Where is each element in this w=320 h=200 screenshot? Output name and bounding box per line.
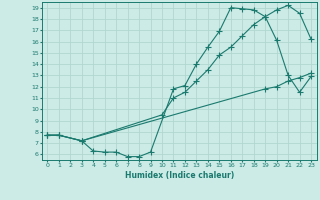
X-axis label: Humidex (Indice chaleur): Humidex (Indice chaleur) (124, 171, 234, 180)
